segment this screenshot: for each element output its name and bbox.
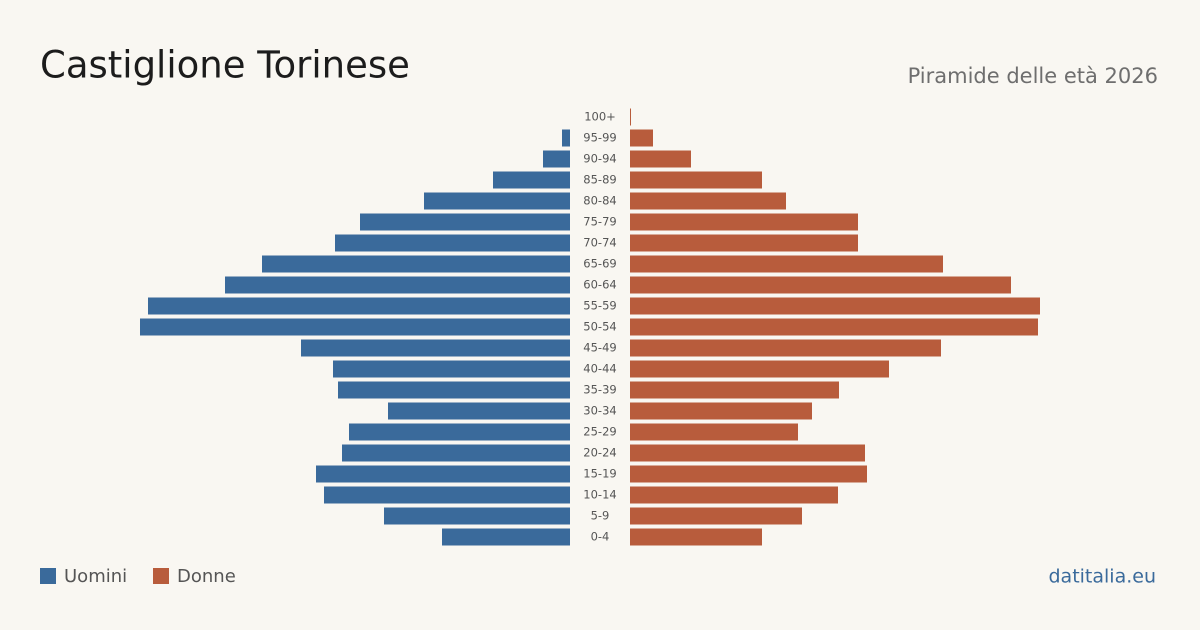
bar	[630, 213, 858, 231]
bar	[630, 192, 786, 210]
chart-title: Castiglione Torinese	[40, 44, 410, 87]
bar	[342, 444, 570, 462]
bar	[630, 423, 798, 441]
bar	[630, 360, 889, 378]
age-label: 30-34	[583, 404, 616, 418]
age-label: 35-39	[583, 383, 616, 397]
bar	[493, 171, 570, 189]
bar	[630, 339, 941, 357]
chart-subtitle: Piramide delle età 2026	[908, 64, 1158, 88]
bar	[630, 444, 865, 462]
age-label: 0-4	[591, 530, 610, 544]
bar	[630, 402, 812, 420]
bar	[630, 381, 839, 399]
bar	[630, 465, 867, 483]
bar	[360, 213, 570, 231]
age-label: 80-84	[583, 194, 616, 208]
bar	[630, 318, 1038, 336]
bar	[349, 423, 570, 441]
legend-label: Donne	[177, 566, 236, 587]
age-label: 40-44	[583, 362, 616, 376]
bar	[630, 297, 1040, 315]
bar	[630, 276, 1011, 294]
age-label: 55-59	[583, 299, 616, 313]
bar	[630, 108, 631, 126]
bar	[388, 402, 570, 420]
age-label: 85-89	[583, 173, 616, 187]
bar	[630, 171, 762, 189]
age-label: 10-14	[583, 488, 616, 502]
bar	[630, 150, 691, 168]
bar	[225, 276, 570, 294]
bar	[630, 129, 653, 147]
bar	[384, 507, 570, 525]
bar	[630, 234, 858, 252]
bar	[562, 129, 570, 147]
bar	[630, 528, 762, 546]
age-label: 65-69	[583, 257, 616, 271]
bar	[140, 318, 570, 336]
age-label: 90-94	[583, 152, 616, 166]
bar	[324, 486, 570, 504]
bar	[630, 507, 802, 525]
age-label: 5-9	[591, 509, 610, 523]
source: datitalia.eu	[1049, 566, 1157, 588]
bar	[316, 465, 570, 483]
bar	[543, 150, 570, 168]
bar	[630, 486, 838, 504]
age-label: 100+	[584, 110, 616, 124]
age-label: 95-99	[583, 131, 616, 145]
age-label: 50-54	[583, 320, 616, 334]
age-label: 70-74	[583, 236, 616, 250]
bar	[424, 192, 570, 210]
bar	[301, 339, 570, 357]
bar	[148, 297, 570, 315]
age-label: 20-24	[583, 446, 616, 460]
age-label: 15-19	[583, 467, 616, 481]
bar	[335, 234, 570, 252]
legend-swatch	[153, 568, 169, 584]
bar	[338, 381, 570, 399]
bar	[630, 255, 943, 273]
age-label: 25-29	[583, 425, 616, 439]
bar	[333, 360, 570, 378]
legend-label: Uomini	[64, 566, 127, 587]
legend-swatch	[40, 568, 56, 584]
bar	[262, 255, 570, 273]
bar	[442, 528, 570, 546]
age-label: 45-49	[583, 341, 616, 355]
age-label: 60-64	[583, 278, 616, 292]
age-label: 75-79	[583, 215, 616, 229]
